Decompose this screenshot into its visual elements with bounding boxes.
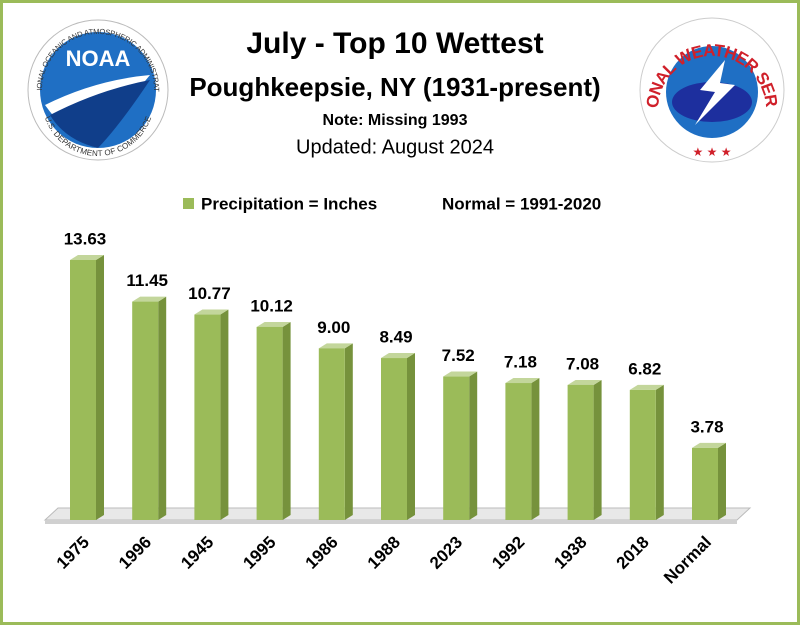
legend-label: Precipitation = Inches bbox=[201, 194, 377, 213]
data-label: 10.77 bbox=[188, 284, 231, 303]
data-label: 7.52 bbox=[442, 346, 475, 365]
chart-title: July - Top 10 Wettest bbox=[246, 27, 543, 60]
bar-face bbox=[655, 384, 664, 520]
bar-face bbox=[256, 321, 291, 327]
bar-face bbox=[318, 348, 345, 520]
data-label: 7.08 bbox=[566, 354, 599, 373]
bar-face bbox=[381, 353, 415, 359]
bar-face bbox=[443, 376, 470, 520]
logo-stars: ★ ★ ★ bbox=[693, 145, 732, 159]
bar-face bbox=[629, 389, 656, 520]
bar bbox=[194, 309, 229, 520]
data-label: 9.00 bbox=[317, 318, 350, 337]
bar-face bbox=[220, 309, 229, 520]
logo-bottom bbox=[50, 80, 150, 148]
bar bbox=[132, 296, 167, 520]
bar-face bbox=[443, 371, 478, 377]
bar-face bbox=[531, 378, 540, 520]
data-label: 11.45 bbox=[126, 271, 168, 290]
bar bbox=[505, 378, 540, 520]
bar-face bbox=[194, 309, 229, 315]
bar bbox=[567, 379, 602, 520]
bar-face bbox=[567, 384, 594, 520]
bar-face bbox=[692, 442, 726, 448]
bar-face bbox=[505, 378, 540, 384]
data-label: 6.82 bbox=[628, 359, 661, 378]
bar-face bbox=[132, 301, 159, 520]
bar bbox=[629, 384, 664, 520]
bar-face bbox=[70, 255, 104, 260]
bar-face bbox=[344, 343, 353, 520]
bar-face bbox=[567, 379, 602, 385]
bar bbox=[70, 255, 104, 520]
chart-updated: Updated: August 2024 bbox=[296, 136, 494, 158]
bar-face bbox=[132, 296, 167, 302]
bar bbox=[692, 442, 726, 520]
legend-note: Normal = 1991-2020 bbox=[442, 194, 601, 213]
data-label: 13.63 bbox=[64, 229, 107, 248]
bar-face bbox=[96, 255, 104, 520]
floor-edge bbox=[45, 520, 737, 524]
bar-face bbox=[593, 379, 602, 520]
bar-face bbox=[407, 353, 415, 520]
bar-face bbox=[318, 343, 353, 349]
bar-face bbox=[282, 321, 291, 520]
logo-bolt bbox=[695, 60, 735, 125]
logo-text: NOAA bbox=[66, 46, 131, 71]
bar-face bbox=[70, 260, 96, 520]
bar-face bbox=[505, 383, 532, 520]
data-label: 8.49 bbox=[379, 328, 412, 347]
data-label: 10.12 bbox=[250, 296, 293, 315]
bar bbox=[381, 353, 415, 520]
bar bbox=[318, 343, 353, 520]
bar bbox=[256, 321, 291, 520]
data-label: 7.18 bbox=[504, 353, 537, 372]
noaa-logo: NOAA NATIONAL OCEANIC AND ATMOSPHERIC AD… bbox=[0, 0, 169, 161]
bar-face bbox=[629, 384, 664, 390]
bar-face bbox=[256, 326, 283, 520]
bar-face bbox=[692, 447, 718, 520]
chart-note: Note: Missing 1993 bbox=[323, 112, 468, 129]
bar-face bbox=[381, 358, 407, 520]
bar bbox=[443, 371, 478, 520]
bar-face bbox=[194, 314, 221, 520]
chart-subtitle: Poughkeepsie, NY (1931-present) bbox=[189, 72, 600, 102]
data-label: 3.78 bbox=[690, 417, 723, 436]
bar-face bbox=[469, 371, 478, 520]
legend-swatch bbox=[183, 198, 194, 209]
bar-face bbox=[718, 442, 726, 520]
bar-face bbox=[158, 296, 167, 520]
